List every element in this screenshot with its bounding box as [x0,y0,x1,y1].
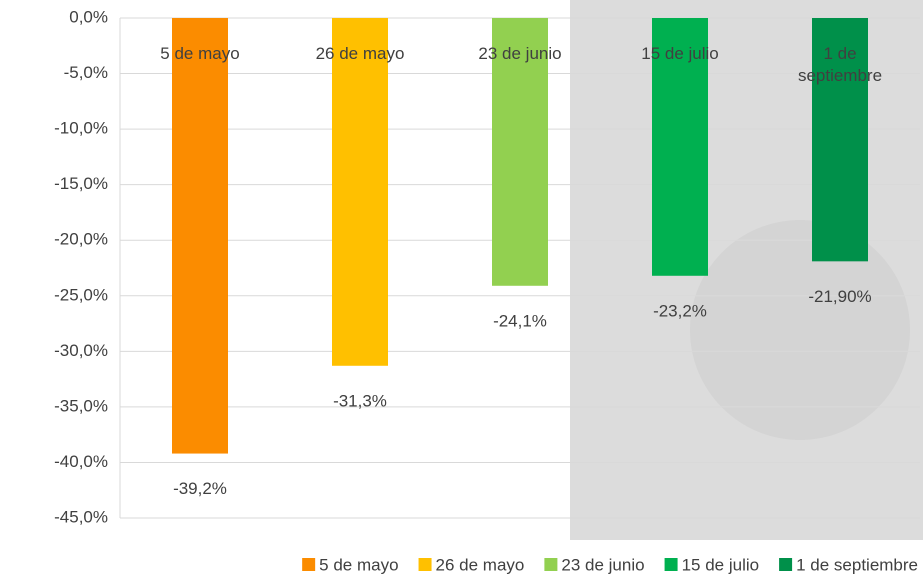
legend-swatch [302,558,315,571]
legend-label: 15 de julio [682,555,760,574]
legend-swatch [544,558,557,571]
y-tick-label: -10,0% [54,119,108,138]
category-label-box: 1 de septiembre [780,43,900,93]
y-tick-label: -35,0% [54,396,108,415]
chart: 0,0% -5,0% -10,0% -15,0% -20,0% -25,0% -30,0% -… [0,0,923,585]
data-label: -24,1% [493,311,547,330]
legend-label: 26 de mayo [436,555,525,574]
y-tick-label: -15,0% [54,174,108,193]
y-tick-label: -40,0% [54,452,108,471]
category-label-box: 23 de junio [460,43,580,93]
legend-swatch [779,558,792,571]
data-label: -39,2% [173,479,227,498]
legend-swatch [419,558,432,571]
y-tick-label: 0,0% [69,7,108,26]
y-tick-label: -30,0% [54,341,108,360]
y-tick-label: -45,0% [54,507,108,526]
legend-label: 1 de septiembre [796,555,918,574]
legend: 5 de mayo 26 de mayo 23 de junio 15 de juli… [302,555,918,574]
category-label: 26 de mayo [300,43,420,65]
category-label: 5 de mayo [140,43,260,65]
category-label: 15 de julio [620,43,740,65]
category-label-box: 26 de mayo [300,43,420,93]
category-label: 23 de junio [460,43,580,65]
category-label-box: 5 de mayo [140,43,260,93]
legend-label: 23 de junio [561,555,644,574]
category-label: 1 de septiembre [780,43,900,87]
y-tick-label: -5,0% [64,63,108,82]
legend-label: 5 de mayo [319,555,398,574]
data-label: -31,3% [333,391,387,410]
y-tick-label: -20,0% [54,230,108,249]
category-label-box: 15 de julio [620,43,740,93]
data-label: -23,2% [653,301,707,320]
data-label: -21,90% [808,287,871,306]
y-tick-label: -25,0% [54,285,108,304]
legend-swatch [665,558,678,571]
